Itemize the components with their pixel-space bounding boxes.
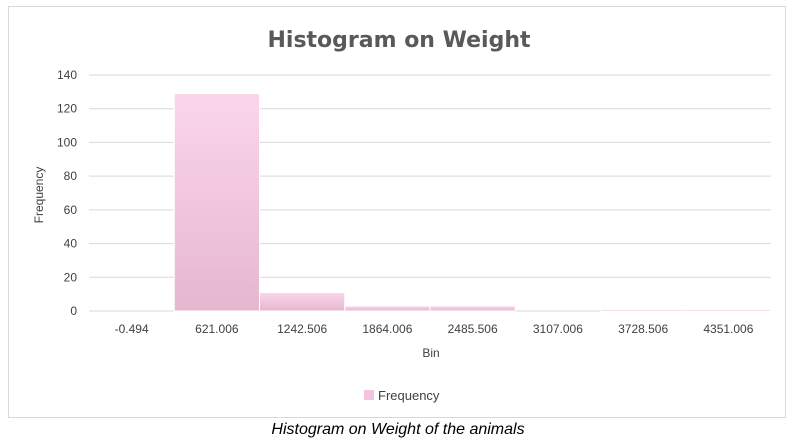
x-tick-label: 2485.506: [448, 322, 498, 336]
y-axis-title: Frequency: [32, 167, 46, 224]
histogram-bar: [173, 93, 260, 312]
legend-label-frequency: Frequency: [378, 388, 440, 403]
x-axis-title: Bin: [422, 346, 439, 360]
y-tick-label: 60: [64, 203, 78, 217]
histogram-bar: [600, 308, 687, 312]
histogram-chart: Histogram on Weight 0 20 40 60 80 100 120 140 -…: [32, 28, 772, 403]
x-tick-label: 4351.006: [703, 322, 753, 336]
figure-caption: Histogram on Weight of the animals: [271, 421, 525, 438]
histogram-bar: [259, 291, 346, 312]
y-axis-ticks: 0 20 40 60 80 100 120 140: [57, 68, 77, 318]
y-tick-label: 100: [57, 135, 77, 149]
bars: [173, 93, 772, 312]
histogram-bar: [685, 308, 772, 312]
legend: Frequency: [364, 388, 440, 403]
y-tick-label: 20: [64, 270, 78, 284]
x-tick-label: -0.494: [115, 322, 149, 336]
histogram-bar: [429, 305, 516, 312]
y-tick-label: 80: [64, 169, 78, 183]
chart-frame: Histogram on Weight 0 20 40 60 80 100 120 140 -…: [8, 6, 786, 418]
chart-title: Histogram on Weight: [267, 28, 530, 53]
y-tick-label: 0: [70, 304, 77, 318]
y-tick-label: 40: [64, 237, 78, 251]
x-tick-label: 621.006: [195, 322, 239, 336]
x-tick-label: 3107.006: [533, 322, 583, 336]
x-tick-label: 3728.506: [618, 322, 668, 336]
y-tick-label: 140: [57, 68, 77, 82]
y-tick-label: 120: [57, 102, 77, 116]
x-tick-label: 1242.506: [277, 322, 327, 336]
x-tick-label: 1864.006: [362, 322, 412, 336]
x-axis-ticks: -0.494 621.006 1242.506 1864.006 2485.506 310…: [115, 322, 754, 336]
histogram-bar: [344, 305, 431, 312]
legend-swatch: [364, 390, 374, 400]
